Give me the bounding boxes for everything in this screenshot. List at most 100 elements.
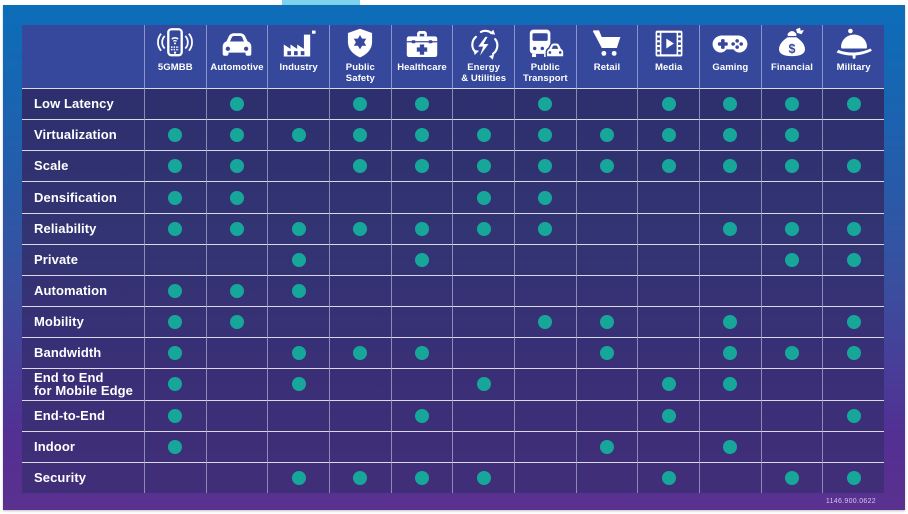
matrix-cell-virtualization-military <box>822 119 884 151</box>
matrix-cell-automation-energy-utilities <box>452 274 514 307</box>
dot-marker <box>353 159 368 174</box>
matrix-cell-low-latency-media <box>637 88 699 120</box>
column-label: Public Safety <box>345 62 375 84</box>
matrix-cell-low-latency-military <box>822 88 884 120</box>
dot-marker <box>414 221 429 236</box>
dot-marker <box>414 408 429 423</box>
column-header-retail: Retail <box>575 25 638 88</box>
dot-marker <box>599 159 614 174</box>
row-label-scale: Scale <box>22 150 144 181</box>
matrix-cell-end-to-end-for-mobile-edge-gaming <box>699 368 761 400</box>
matrix-cell-bandwidth-public-transport <box>514 337 576 369</box>
matrix-cell-bandwidth-automotive <box>205 337 268 369</box>
dot-marker <box>784 128 799 143</box>
matrix-cell-low-latency-gaming <box>699 88 761 120</box>
matrix-cell-mobility-5gmbb <box>144 306 206 338</box>
row-label-private: Private <box>22 243 144 275</box>
matrix-cell-mobility-public-transport <box>514 306 576 338</box>
dot-marker <box>846 97 861 112</box>
dot-marker <box>846 315 861 330</box>
matrix-cell-end-to-end-media <box>637 399 699 431</box>
matrix-cell-reliability-financial <box>760 212 823 244</box>
matrix-cell-reliability-public-safety <box>329 212 391 244</box>
matrix-cell-indoor-military <box>822 430 884 462</box>
dot-marker <box>476 159 491 174</box>
dot-marker <box>784 252 799 267</box>
matrix-cell-security-5gmbb <box>144 461 206 493</box>
matrix-cell-virtualization-5gmbb <box>144 119 206 151</box>
column-label: Financial <box>770 62 814 73</box>
column-label: Industry <box>279 62 318 73</box>
matrix-cell-end-to-end-for-mobile-edge-industry <box>267 368 329 400</box>
matrix-cell-mobility-energy-utilities <box>452 306 514 338</box>
matrix-cell-security-financial <box>760 461 823 493</box>
matrix-cell-bandwidth-energy-utilities <box>452 337 514 369</box>
shopping-cart-icon <box>585 25 629 62</box>
dot-marker <box>168 283 183 298</box>
row-label-mobility: Mobility <box>22 306 144 337</box>
row-label-end-to-end: End-to-End <box>22 399 144 431</box>
column-header-financial: $ Financial <box>760 25 823 88</box>
dot-marker <box>538 190 553 205</box>
matrix-cell-reliability-public-transport <box>514 212 576 244</box>
dot-marker <box>661 377 676 392</box>
column-label: 5GMBB <box>157 62 193 73</box>
matrix-cell-security-healthcare <box>390 461 453 493</box>
column-label: Retail <box>593 62 621 73</box>
column-label: Gaming <box>712 62 749 73</box>
dot-marker <box>784 97 799 112</box>
doc-code: 1146.900.0622 <box>825 498 876 505</box>
dot-marker <box>723 221 738 236</box>
dot-marker <box>723 97 738 112</box>
matrix-cell-mobility-public-safety <box>329 306 391 338</box>
matrix-cell-reliability-5gmbb <box>144 212 206 244</box>
column-header-gaming: Gaming <box>699 25 761 88</box>
dot-marker <box>661 470 676 485</box>
matrix-cell-virtualization-public-transport <box>514 119 576 151</box>
matrix-cell-low-latency-financial <box>760 88 823 120</box>
dot-marker <box>414 252 429 267</box>
column-label: Energy & Utilities <box>461 62 507 84</box>
bus-car-icon <box>523 25 567 62</box>
matrix-cell-security-military <box>822 461 884 493</box>
dot-marker <box>661 159 676 174</box>
column-header-public-safety: Public Safety <box>329 25 391 88</box>
matrix-cell-security-industry <box>267 461 329 493</box>
dot-marker <box>538 315 553 330</box>
matrix-cell-security-automotive <box>205 461 268 493</box>
matrix-cell-end-to-end-for-mobile-edge-public-safety <box>329 368 391 400</box>
column-header-healthcare: Healthcare <box>390 25 453 88</box>
matrix-cell-low-latency-5gmbb <box>144 88 206 120</box>
matrix-cell-virtualization-media <box>637 119 699 151</box>
dot-marker <box>723 439 738 454</box>
matrix-cell-automation-financial <box>760 274 823 307</box>
matrix-cell-reliability-gaming <box>699 212 761 244</box>
matrix-cell-bandwidth-retail <box>575 337 638 369</box>
matrix-cell-private-industry <box>267 243 329 275</box>
matrix-cell-virtualization-public-safety <box>329 119 391 151</box>
matrix-cell-indoor-media <box>637 430 699 462</box>
matrix-cell-mobility-military <box>822 306 884 338</box>
column-label: Automotive <box>210 62 264 73</box>
column-header-industry: Industry <box>267 25 329 88</box>
matrix-cell-indoor-5gmbb <box>144 430 206 462</box>
smartphone-signal-icon <box>153 25 197 62</box>
matrix-cell-scale-gaming <box>699 150 761 182</box>
matrix-cell-densification-gaming <box>699 181 761 213</box>
dot-marker <box>538 128 553 143</box>
matrix-cell-end-to-end-retail <box>575 399 638 431</box>
matrix-cell-scale-energy-utilities <box>452 150 514 182</box>
matrix-cell-bandwidth-5gmbb <box>144 337 206 369</box>
dot-marker <box>229 190 244 205</box>
row-label-end-to-end-for-mobile-edge: End to End for Mobile Edge <box>22 368 144 399</box>
car-icon <box>215 25 259 62</box>
matrix-cell-private-automotive <box>205 243 268 275</box>
recycle-lightning-icon <box>462 25 506 62</box>
matrix-cell-end-to-end-for-mobile-edge-media <box>637 368 699 400</box>
matrix-cell-reliability-automotive <box>205 212 268 244</box>
dot-marker <box>784 221 799 236</box>
dot-marker <box>784 470 799 485</box>
matrix-cell-end-to-end-industry <box>267 399 329 431</box>
matrix-cell-low-latency-industry <box>267 88 329 120</box>
matrix-cell-end-to-end-military <box>822 399 884 431</box>
